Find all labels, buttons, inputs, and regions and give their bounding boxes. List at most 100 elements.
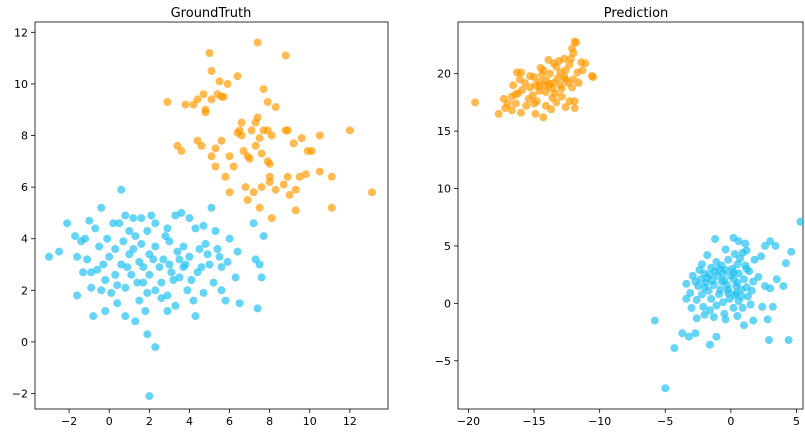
ground-truth-point — [235, 299, 244, 308]
ground-truth-point — [327, 203, 336, 212]
ground-truth-point — [199, 288, 208, 297]
ground-truth-point — [255, 203, 264, 212]
ground-truth-x-tick-label: 10 — [303, 415, 317, 428]
ground-truth-point — [143, 288, 152, 297]
prediction-point — [724, 255, 733, 264]
prediction-point — [766, 237, 775, 246]
ground-truth-point — [103, 234, 112, 243]
ground-truth-point — [113, 299, 122, 308]
prediction-point — [532, 97, 541, 106]
ground-truth-point — [289, 139, 298, 148]
prediction-point — [715, 264, 723, 273]
ground-truth-point — [181, 260, 190, 269]
prediction-point — [763, 315, 772, 324]
ground-truth-point — [63, 219, 72, 228]
ground-truth-point — [257, 149, 266, 158]
ground-truth-point — [231, 273, 240, 282]
prediction-point — [552, 98, 561, 107]
prediction-point — [570, 104, 579, 113]
ground-truth-point — [207, 95, 216, 104]
ground-truth-point — [121, 211, 130, 220]
ground-truth-point — [283, 172, 292, 181]
ground-truth-point — [211, 162, 220, 171]
prediction-point — [743, 292, 752, 301]
prediction-point — [568, 83, 577, 92]
ground-truth-point — [179, 242, 188, 251]
prediction-point — [678, 329, 687, 338]
prediction-point — [703, 251, 712, 260]
ground-truth-point — [169, 276, 178, 284]
ground-truth-point — [157, 294, 166, 303]
prediction-point — [698, 290, 706, 299]
ground-truth-plot-frame — [34, 21, 389, 410]
prediction-point — [696, 275, 705, 284]
prediction-point — [711, 235, 720, 243]
ground-truth-point — [209, 278, 218, 287]
ground-truth-point — [131, 317, 140, 326]
ground-truth-point — [171, 211, 180, 220]
ground-truth-point — [175, 273, 184, 282]
ground-truth-point — [307, 147, 316, 155]
prediction-point — [729, 268, 738, 277]
ground-truth-y-tick-label: 6 — [21, 181, 28, 194]
prediction-plot-frame — [457, 21, 804, 410]
prediction-y-axis: −5 0 5 10 15 20 — [435, 68, 458, 368]
ground-truth-point — [207, 203, 216, 212]
prediction-point — [499, 94, 508, 103]
ground-truth-point — [267, 214, 276, 223]
ground-truth-point — [223, 257, 232, 266]
prediction-x-tick-label: −20 — [457, 415, 480, 428]
ground-truth-point — [203, 250, 212, 259]
ground-truth-point — [211, 227, 220, 235]
ground-truth-point — [189, 296, 198, 305]
prediction-point — [531, 109, 540, 118]
ground-truth-point — [91, 224, 100, 233]
prediction-point — [686, 289, 695, 297]
prediction-point — [740, 275, 748, 284]
prediction-x-tick-label: −15 — [522, 415, 545, 428]
ground-truth-point — [267, 131, 276, 140]
ground-truth-point — [237, 131, 246, 140]
ground-truth-panel: GroundTruth −2 0 2 4 6 8 10 12 −2 0 2 4 6 8 10 12 — [12, 6, 389, 428]
ground-truth-x-tick-label: 0 — [106, 415, 113, 428]
ground-truth-point — [79, 268, 88, 277]
ground-truth-point — [221, 172, 230, 181]
prediction-point — [749, 316, 758, 325]
ground-truth-point — [225, 234, 234, 243]
ground-truth-y-tick-label: −2 — [12, 388, 28, 401]
ground-truth-point — [197, 263, 206, 272]
ground-truth-point — [207, 152, 216, 161]
prediction-point — [692, 314, 701, 323]
prediction-point — [551, 89, 560, 98]
ground-truth-point — [345, 126, 354, 135]
prediction-point — [766, 284, 775, 293]
ground-truth-point — [257, 273, 266, 282]
prediction-point — [787, 247, 796, 256]
prediction-point — [741, 239, 750, 248]
ground-truth-point — [183, 286, 192, 295]
ground-truth-point — [301, 170, 310, 179]
prediction-point — [682, 294, 691, 303]
prediction-point — [740, 321, 748, 330]
prediction-point — [717, 277, 726, 286]
ground-truth-point — [89, 312, 98, 321]
prediction-point — [712, 332, 721, 341]
prediction-point — [705, 306, 714, 315]
ground-truth-point — [167, 268, 176, 277]
ground-truth-point — [163, 98, 172, 106]
ground-truth-point — [111, 245, 120, 253]
ground-truth-point — [151, 219, 160, 228]
ground-truth-point — [271, 185, 280, 194]
prediction-point — [729, 233, 738, 242]
ground-truth-title: GroundTruth — [171, 6, 252, 21]
prediction-point — [569, 75, 578, 84]
ground-truth-point — [237, 118, 246, 127]
ground-truth-point — [297, 134, 306, 143]
prediction-points — [471, 37, 805, 393]
prediction-point — [522, 101, 531, 110]
ground-truth-point — [207, 67, 216, 75]
ground-truth-point — [175, 255, 184, 264]
prediction-point — [530, 73, 539, 82]
prediction-point — [540, 81, 549, 90]
